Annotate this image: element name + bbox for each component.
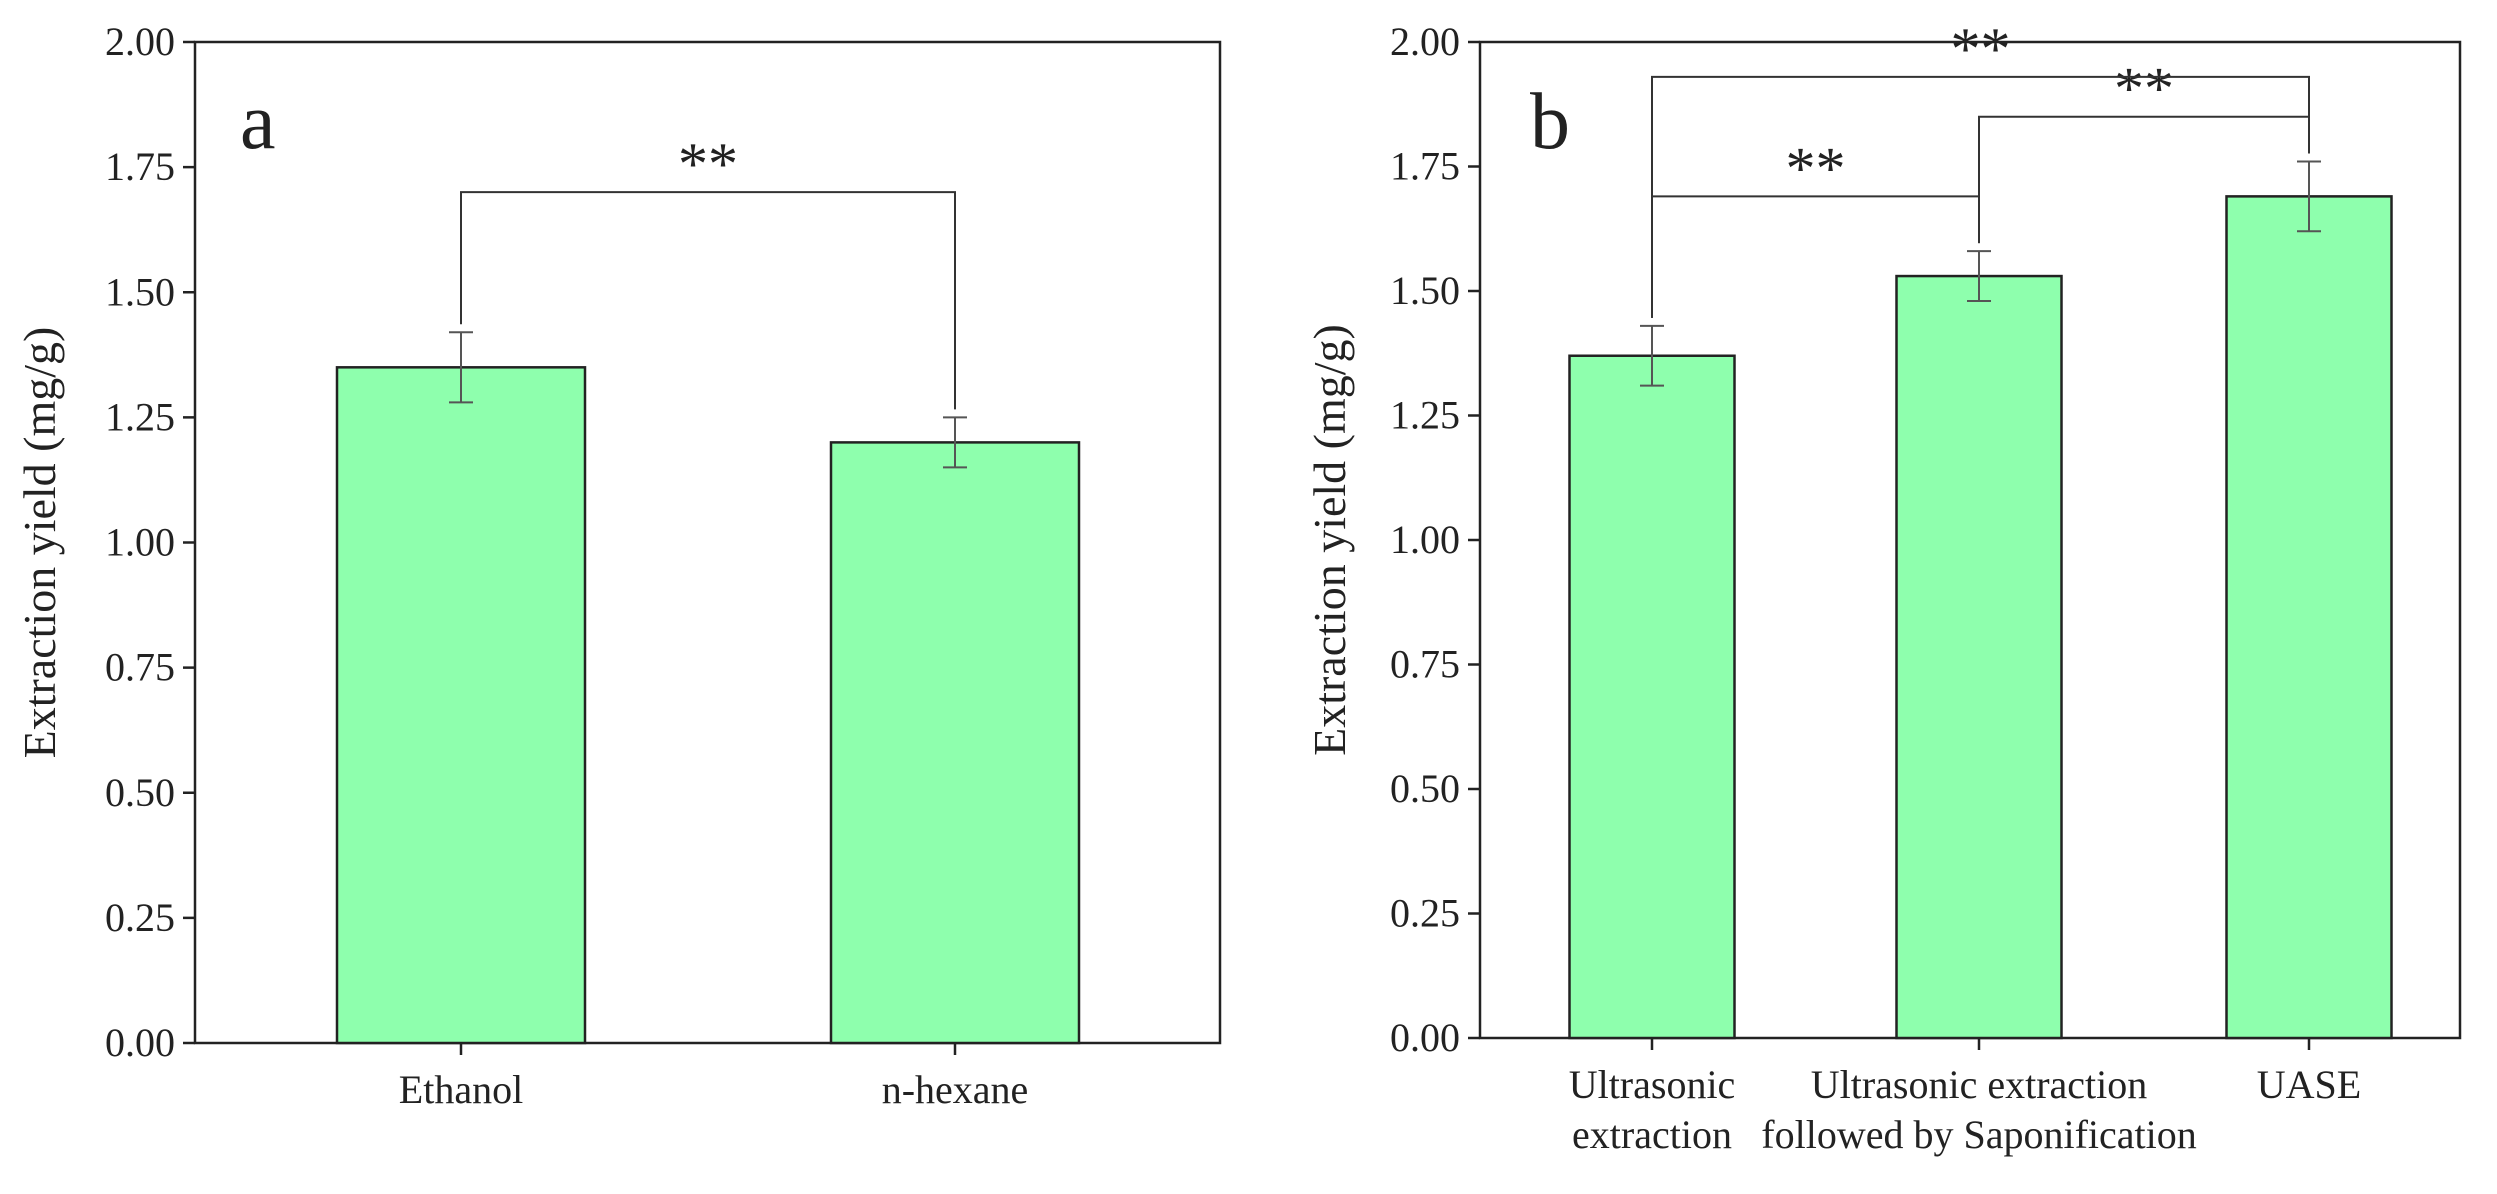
y-tick-label: 0.75 — [1390, 642, 1460, 687]
y-tick-label: 2.00 — [1390, 19, 1460, 64]
y-tick-label: 2.00 — [105, 19, 175, 64]
y-tick-label: 0.25 — [105, 895, 175, 940]
y-axis-title: Extraction yield (mg/g) — [14, 327, 65, 759]
category-label: Ultrasonic — [1569, 1062, 1736, 1107]
category-label: Ethanol — [399, 1067, 523, 1112]
panel-letter: b — [1530, 78, 1570, 166]
category-label: extraction — [1572, 1112, 1732, 1157]
y-tick-label: 1.50 — [1390, 268, 1460, 313]
category-label: followed by Saponification — [1761, 1112, 2196, 1157]
category-label: Ultrasonic extraction — [1811, 1062, 2148, 1107]
category-label: n-hexane — [882, 1067, 1029, 1112]
y-tick-label: 1.75 — [1390, 144, 1460, 189]
y-tick-label: 0.75 — [105, 645, 175, 690]
bar — [2225, 195, 2393, 1040]
y-tick-label: 1.50 — [105, 269, 175, 314]
chart-panel-b: 0.00 0.25 0.50 0.75 1.00 1.25 1.50 1.75 2.00 Extr… — [1304, 16, 2462, 1157]
y-tick-label: 0.50 — [1390, 766, 1460, 811]
category-label: UASE — [2257, 1062, 2361, 1107]
bar — [1895, 274, 2063, 1040]
y-tick-label: 0.50 — [105, 770, 175, 815]
y-tick-label: 1.75 — [105, 144, 175, 189]
bar — [335, 366, 587, 1045]
significance-label: ** — [678, 131, 738, 197]
y-tick-label: 0.25 — [1390, 891, 1460, 936]
bar — [829, 441, 1081, 1045]
panel-letter: a — [240, 78, 276, 166]
y-tick-label: 1.25 — [105, 394, 175, 439]
y-tick-label: 0.00 — [1390, 1015, 1460, 1060]
significance-bracket — [1651, 75, 2310, 318]
chart-panel-a: 0.00 0.25 0.50 0.75 1.00 1.25 1.50 1.75 2.00 Extr… — [14, 19, 1222, 1112]
significance-label: ** — [2114, 56, 2174, 122]
significance-label: ** — [1951, 16, 2011, 82]
bar — [1568, 354, 1736, 1040]
y-axis-title: Extraction yield (mg/g) — [1304, 324, 1355, 756]
y-tick-label: 0.00 — [105, 1020, 175, 1065]
y-tick-label: 1.00 — [1390, 517, 1460, 562]
y-tick-label: 1.00 — [105, 520, 175, 565]
significance-bracket — [460, 191, 956, 410]
significance-label: ** — [1786, 135, 1846, 201]
y-tick-label: 1.25 — [1390, 393, 1460, 438]
